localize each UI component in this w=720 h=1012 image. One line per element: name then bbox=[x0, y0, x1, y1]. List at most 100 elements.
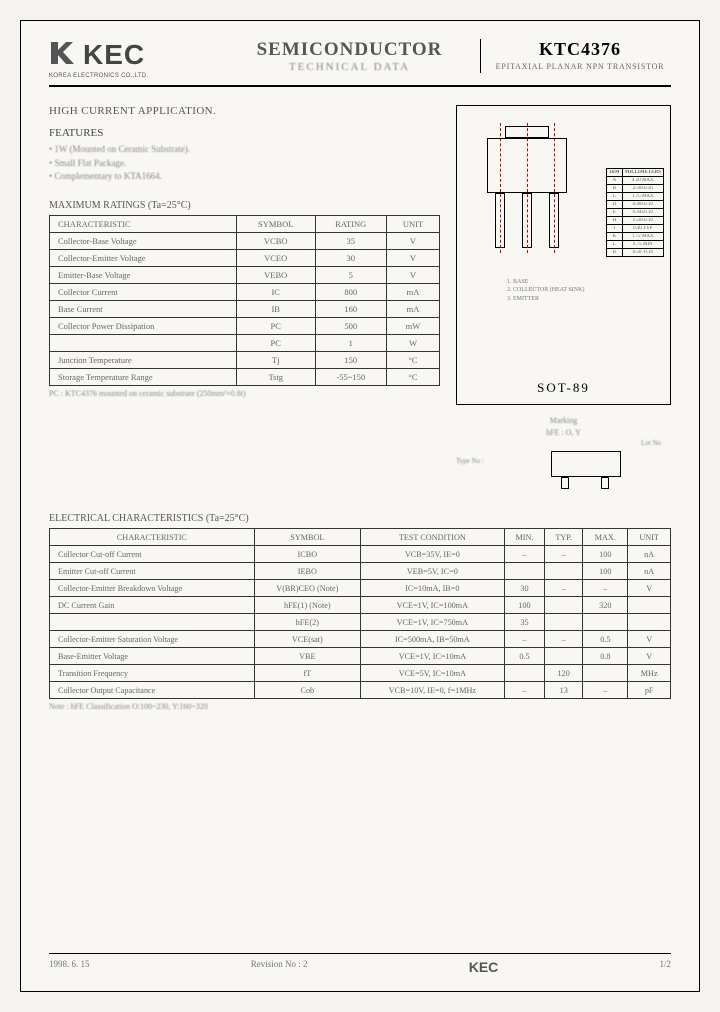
table-cell: IEBO bbox=[254, 563, 360, 580]
table-cell: VCEO bbox=[236, 249, 315, 266]
table-cell bbox=[545, 614, 583, 631]
table-cell: – bbox=[545, 546, 583, 563]
dimension-table: DIMMILLIMETERS A4.50 MAXB2.50±0.20C1.75 … bbox=[606, 168, 664, 257]
table-cell: B bbox=[607, 185, 622, 193]
table-cell: ICBO bbox=[254, 546, 360, 563]
table-cell bbox=[504, 665, 544, 682]
table-cell: Collector-Emitter Breakdown Voltage bbox=[50, 580, 255, 597]
left-column: HIGH CURRENT APPLICATION. FEATURES 1W (M… bbox=[49, 105, 440, 505]
table-cell: pF bbox=[628, 682, 671, 699]
table-cell: Tstg bbox=[236, 368, 315, 385]
table-cell: L bbox=[607, 241, 622, 249]
table-cell: IC=10mA, IB=0 bbox=[360, 580, 504, 597]
table-cell: 800 bbox=[315, 283, 386, 300]
table-cell: 0.40 TYP bbox=[622, 225, 663, 233]
table-cell: 4.50 MAX bbox=[622, 177, 663, 185]
table-cell: 1.72 MAX bbox=[622, 233, 663, 241]
table-cell: 5 bbox=[315, 266, 386, 283]
electrical-table: CHARACTERISTIC SYMBOL TEST CONDITION MIN… bbox=[49, 528, 671, 699]
marking-line: Type No : bbox=[456, 457, 484, 465]
table-cell bbox=[50, 334, 237, 351]
table-cell: – bbox=[583, 682, 628, 699]
ratings-heading: MAXIMUM RATINGS (Ta=25°C) bbox=[49, 200, 440, 211]
table-cell bbox=[545, 648, 583, 665]
part-block: KTC4376 EPITAXIAL PLANAR NPN TRANSISTOR bbox=[481, 39, 671, 71]
table-cell: DC Current Gain bbox=[50, 597, 255, 614]
table-cell: W bbox=[386, 334, 439, 351]
doc-subtitle: TECHNICAL DATA bbox=[231, 61, 468, 73]
marking-title: Marking bbox=[456, 415, 671, 427]
company-subtext: KOREA ELECTRONICS CO.,LTD. bbox=[49, 73, 219, 79]
table-cell: IC bbox=[236, 283, 315, 300]
ratings-note: PC : KTC4376 mounted on ceramic substrat… bbox=[49, 389, 440, 398]
table-cell: 35 bbox=[315, 232, 386, 249]
features-list: 1W (Mounted on Ceramic Substrate). Small… bbox=[49, 143, 440, 184]
table-cell: V bbox=[386, 266, 439, 283]
table-cell: Collector Cut-off Current bbox=[50, 546, 255, 563]
table-cell bbox=[583, 614, 628, 631]
table-header: MAX. bbox=[583, 529, 628, 546]
table-cell: Emitter Cut-off Current bbox=[50, 563, 255, 580]
table-cell: K bbox=[607, 233, 622, 241]
table-cell: VCBO bbox=[236, 232, 315, 249]
table-cell: 0.5 bbox=[504, 648, 544, 665]
table-cell: 30 bbox=[315, 249, 386, 266]
table-cell bbox=[50, 614, 255, 631]
table-cell: H bbox=[607, 217, 622, 225]
table-cell: 0.50 -0.10 bbox=[622, 249, 663, 257]
marking-line: hFE : O, Y bbox=[456, 427, 671, 439]
table-cell: A bbox=[607, 177, 622, 185]
table-cell: VCE(sat) bbox=[254, 631, 360, 648]
table-cell: 0.75 MIN bbox=[622, 241, 663, 249]
table-cell: VCE=1V, IC=100mA bbox=[360, 597, 504, 614]
table-cell: Collector Power Dissipation bbox=[50, 317, 237, 334]
table-cell: – bbox=[545, 631, 583, 648]
title-block: SEMICONDUCTOR TECHNICAL DATA bbox=[219, 39, 481, 73]
table-cell bbox=[628, 614, 671, 631]
table-cell: 1.75 MAX bbox=[622, 193, 663, 201]
table-cell: 160 bbox=[315, 300, 386, 317]
table-cell: Collector-Base Voltage bbox=[50, 232, 237, 249]
table-cell: 100 bbox=[504, 597, 544, 614]
table-cell: V bbox=[628, 631, 671, 648]
table-header: TYP. bbox=[545, 529, 583, 546]
table-cell: hFE(1) (Note) bbox=[254, 597, 360, 614]
electrical-heading: ELECTRICAL CHARACTERISTICS (Ta=25°C) bbox=[49, 513, 671, 524]
electrical-section: ELECTRICAL CHARACTERISTICS (Ta=25°C) CHA… bbox=[49, 513, 671, 711]
table-cell: Collector Current bbox=[50, 283, 237, 300]
table-header: RATING bbox=[315, 215, 386, 232]
table-cell: 0.40±0.10 bbox=[622, 201, 663, 209]
footer-logo: KEC bbox=[469, 959, 499, 975]
marking-line: Lot No bbox=[641, 439, 661, 447]
package-outline bbox=[467, 118, 587, 258]
table-cell: VCE=1V, IC=750mA bbox=[360, 614, 504, 631]
table-cell: 1 bbox=[315, 334, 386, 351]
table-cell: V bbox=[386, 249, 439, 266]
table-cell: VEBO bbox=[236, 266, 315, 283]
footer: 1998. 6. 15 Revision No : 2 KEC 1/2 bbox=[49, 953, 671, 975]
table-cell: VCB=35V, IE=0 bbox=[360, 546, 504, 563]
table-cell: VCB=10V, IE=0, f=1MHz bbox=[360, 682, 504, 699]
table-cell: – bbox=[504, 631, 544, 648]
table-cell bbox=[583, 665, 628, 682]
table-cell: fT bbox=[254, 665, 360, 682]
table-cell: V bbox=[386, 232, 439, 249]
table-header: UNIT bbox=[386, 215, 439, 232]
table-cell: 500 bbox=[315, 317, 386, 334]
header: KEC KOREA ELECTRONICS CO.,LTD. SEMICONDU… bbox=[49, 39, 671, 87]
part-description: EPITAXIAL PLANAR NPN TRANSISTOR bbox=[489, 62, 671, 71]
table-cell: °C bbox=[386, 351, 439, 368]
table-cell: PC bbox=[236, 334, 315, 351]
table-cell: D bbox=[607, 201, 622, 209]
table-cell bbox=[504, 563, 544, 580]
footer-date: 1998. 6. 15 bbox=[49, 959, 90, 975]
table-cell bbox=[628, 597, 671, 614]
table-cell: nA bbox=[628, 546, 671, 563]
table-cell: 30 bbox=[504, 580, 544, 597]
package-diagram: DIMMILLIMETERS A4.50 MAXB2.50±0.20C1.75 … bbox=[456, 105, 671, 405]
table-cell: Collector Output Capacitance bbox=[50, 682, 255, 699]
table-cell: V(BR)CEO (Note) bbox=[254, 580, 360, 597]
table-cell: 120 bbox=[545, 665, 583, 682]
table-cell: V bbox=[628, 580, 671, 597]
logo-block: KEC KOREA ELECTRONICS CO.,LTD. bbox=[49, 39, 219, 79]
